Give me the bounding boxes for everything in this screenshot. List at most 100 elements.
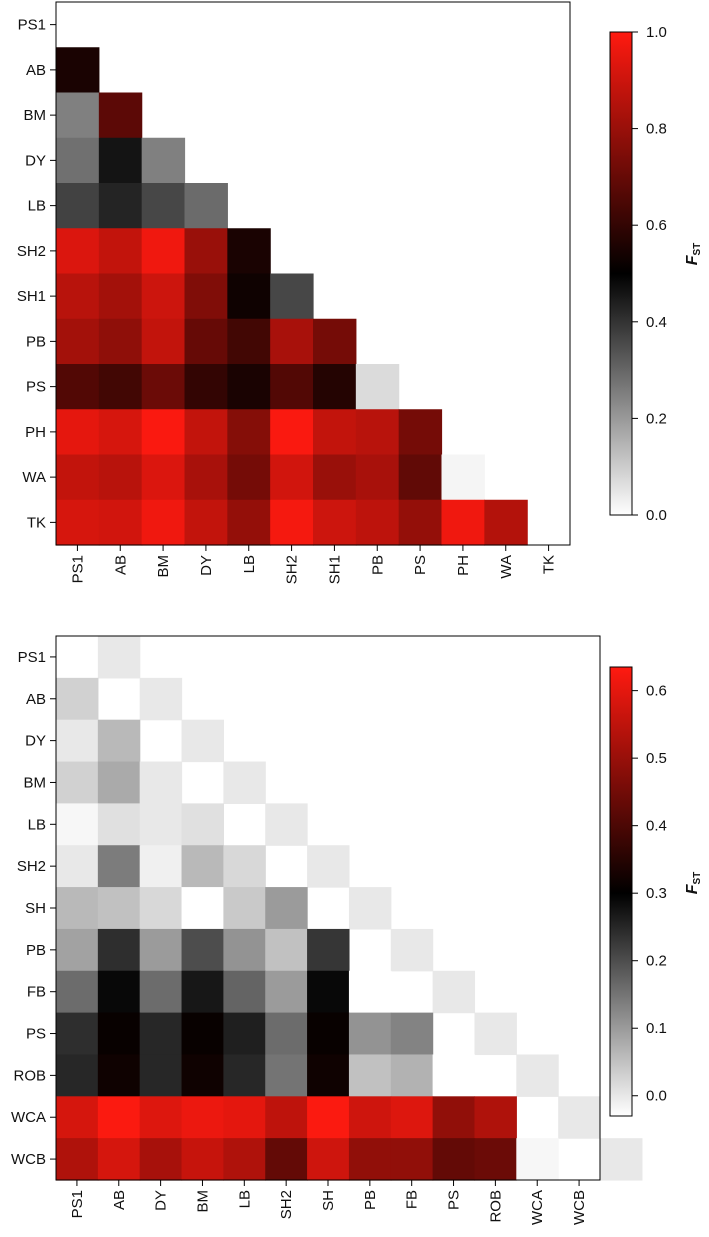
heatmap-cell	[139, 970, 183, 1014]
heatmap-cell	[56, 887, 99, 930]
heatmap-cell	[265, 928, 308, 972]
colorbar-tick-label: 0.1	[646, 1020, 667, 1037]
heatmap-cell	[97, 887, 141, 930]
heatmap-cell	[307, 1096, 350, 1139]
heatmap-cell	[307, 1138, 350, 1181]
heatmap-cell	[56, 499, 100, 546]
heatmap-cell	[98, 499, 143, 546]
x-tick-label: PS1	[69, 1190, 86, 1218]
heatmap-cell	[223, 1138, 266, 1181]
x-tick-label: BM	[194, 1190, 211, 1213]
heatmap-cell	[223, 970, 266, 1014]
heatmap-cell	[270, 499, 314, 546]
colorbar-tick-label: 0.6	[646, 217, 667, 234]
heatmap-cell	[181, 928, 224, 972]
heatmap-cell	[97, 719, 141, 763]
heatmap-cell	[181, 845, 224, 888]
y-tick-label: ROB	[13, 1067, 46, 1084]
heatmap-cell	[184, 318, 228, 365]
colorbar-tick-label: 0.6	[646, 683, 667, 700]
heatmap-cell	[270, 318, 314, 365]
x-tick-label: SH1	[326, 555, 343, 584]
heatmap-cell	[390, 1012, 434, 1056]
heatmap-cell	[56, 1012, 99, 1056]
y-tick-label: PB	[26, 333, 46, 350]
heatmap-cell	[139, 845, 183, 888]
heatmap-cell	[265, 887, 308, 930]
x-tick-label: AB	[111, 1190, 128, 1210]
heatmap-cell	[56, 1054, 99, 1097]
heatmap-cell	[98, 183, 143, 229]
heatmap-cell	[313, 454, 357, 501]
y-tick-label: SH2	[17, 243, 46, 260]
heatmap-cell	[223, 845, 266, 888]
x-tick-label: PS	[446, 1190, 463, 1210]
x-tick-label: FB	[404, 1190, 421, 1209]
x-tick-label: ROB	[487, 1190, 504, 1223]
heatmap-cell	[270, 409, 314, 456]
colorbar-tick-label: 0.3	[646, 885, 667, 902]
heatmap-cell	[139, 887, 183, 930]
heatmap-diagonal-cell	[516, 1054, 559, 1097]
heatmap-cell	[139, 1138, 183, 1181]
heatmap-cell	[355, 499, 400, 546]
heatmap-cell	[97, 1012, 141, 1056]
x-tick-label: PS	[412, 555, 429, 575]
heatmap-cell	[265, 1012, 308, 1056]
y-tick-label: TK	[27, 514, 46, 531]
heatmap-diagonal-cell	[181, 719, 224, 763]
y-tick-label: SH2	[17, 858, 46, 875]
heatmap-cell	[141, 273, 186, 320]
heatmap-cell	[141, 318, 186, 365]
heatmap-cell	[227, 409, 271, 456]
heatmap-cell	[265, 1054, 308, 1097]
y-tick-label: FB	[27, 984, 46, 1001]
heatmap-cell	[313, 364, 357, 410]
heatmap-cell	[184, 499, 228, 546]
y-tick-label: LB	[28, 816, 46, 833]
heatmap-cell	[348, 1096, 392, 1139]
heatmap-cell	[307, 1054, 350, 1097]
x-tick-label: AB	[112, 555, 129, 575]
y-tick-label: AB	[26, 62, 46, 79]
y-tick-label: DY	[25, 152, 46, 169]
y-tick-label: SH	[25, 900, 46, 917]
heatmap-cell	[56, 719, 99, 763]
heatmap-cell	[348, 1138, 392, 1181]
heatmap-cell	[141, 183, 186, 229]
heatmap-cell	[307, 1012, 350, 1056]
heatmap-cell	[98, 409, 143, 456]
heatmap-cell	[307, 928, 350, 972]
heatmap-cell	[97, 928, 141, 972]
heatmap-cell	[432, 1138, 476, 1181]
heatmap-cell	[390, 1054, 434, 1097]
heatmap-cell	[474, 1096, 517, 1139]
heatmap-cell	[98, 454, 143, 501]
heatmap-cell	[223, 1012, 266, 1056]
heatmap-cell	[223, 887, 266, 930]
heatmap-cell	[181, 970, 224, 1014]
heatmap-diagonal-cell	[97, 636, 141, 679]
y-tick-label: AB	[26, 691, 46, 708]
colorbar-tick-label: 0.4	[646, 314, 667, 331]
x-tick-label: LB	[241, 555, 258, 573]
colorbar-title: FST	[684, 243, 703, 266]
heatmap-cell	[348, 1054, 392, 1097]
x-tick-label: SH	[320, 1190, 337, 1211]
heatmap-diagonal-cell	[558, 1096, 601, 1139]
heatmap-cell	[56, 970, 99, 1014]
heatmap-diagonal-cell	[307, 845, 350, 888]
y-tick-label: PS	[26, 1026, 46, 1043]
x-tick-label: PH	[455, 555, 472, 576]
heatmap-cell	[97, 970, 141, 1014]
heatmap-cell	[227, 499, 271, 546]
x-tick-label: PB	[362, 1190, 379, 1210]
heatmap-cell	[97, 1096, 141, 1139]
heatmap-cell	[141, 228, 186, 275]
heatmap-cell	[432, 1054, 476, 1097]
heatmap-cell	[223, 1054, 266, 1097]
heatmap-cell	[227, 454, 271, 501]
heatmap-cell	[97, 803, 141, 846]
x-tick-label: PS1	[69, 555, 86, 583]
